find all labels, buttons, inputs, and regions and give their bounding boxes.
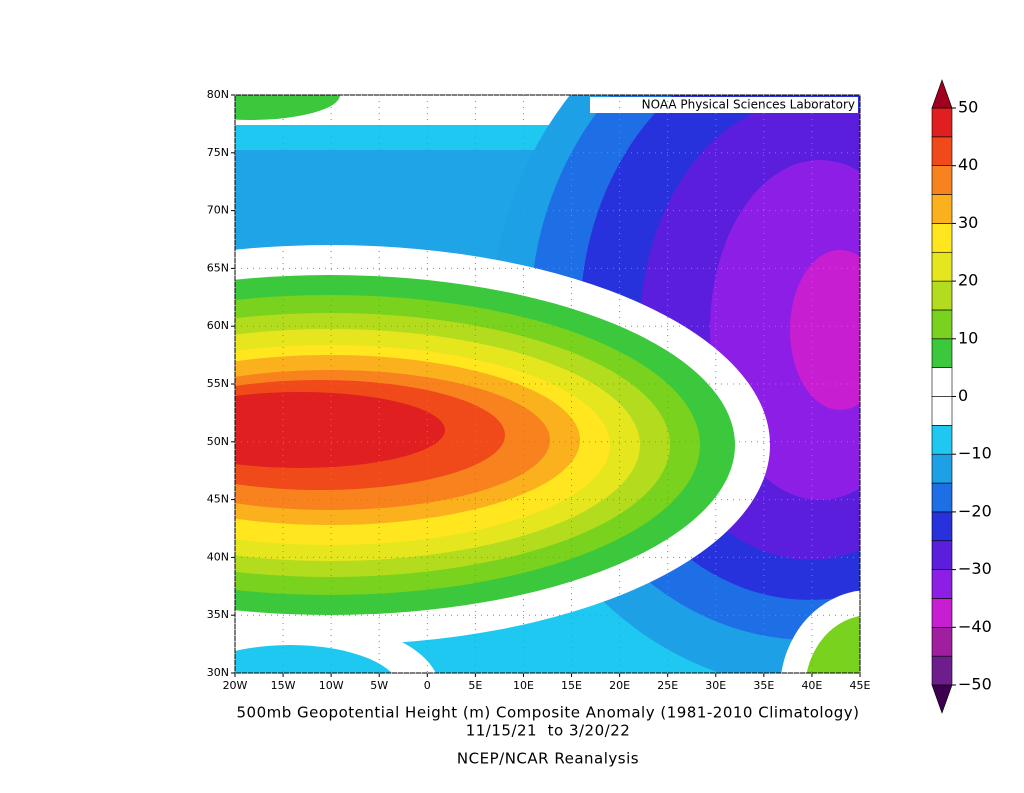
y-tick-label: 35N <box>207 608 229 621</box>
colorbar-label: −20 <box>958 501 992 520</box>
colorbar-label: −10 <box>958 444 992 463</box>
colorbar-segment <box>931 626 953 657</box>
x-tick-label: 5W <box>370 679 388 692</box>
colorbar-label: −50 <box>958 675 992 694</box>
colorbar-segment <box>931 280 953 311</box>
x-tick-label: 10E <box>513 679 534 692</box>
colorbar-segment <box>931 165 953 195</box>
colorbar-segment <box>931 309 953 340</box>
colorbar-label: 0 <box>958 386 968 405</box>
colorbar-over <box>931 79 953 109</box>
colorbar-under <box>931 684 953 714</box>
colorbar-label: 40 <box>958 155 978 174</box>
y-tick-label: 60N <box>207 319 229 332</box>
title: 500mb Geopotential Height (m) Composite … <box>236 704 859 722</box>
y-tick-label: 40N <box>207 550 229 563</box>
colorbar-segment <box>931 655 953 686</box>
x-tick-label: 45E <box>850 679 871 692</box>
colorbar-segment <box>931 338 953 368</box>
colorbar-segment <box>931 396 953 426</box>
x-tick-label: 40E <box>801 679 822 692</box>
colorbar-segment <box>931 367 953 397</box>
x-tick-label: 20W <box>223 679 248 692</box>
x-tick-label: 15W <box>271 679 296 692</box>
source: NCEP/NCAR Reanalysis <box>457 750 639 768</box>
y-tick-label: 45N <box>207 493 229 506</box>
y-tick-label: 50N <box>207 435 229 448</box>
x-tick-label: 10W <box>319 679 344 692</box>
x-tick-label: 5E <box>468 679 482 692</box>
x-tick-label: 25E <box>657 679 678 692</box>
y-tick-label: 80N <box>207 88 229 101</box>
subtitle: 11/15/21 to 3/20/22 <box>466 722 631 740</box>
x-tick-label: 15E <box>561 679 582 692</box>
colorbar-label: 30 <box>958 213 978 232</box>
x-tick-label: 0 <box>424 679 431 692</box>
y-tick-label: 70N <box>207 204 229 217</box>
colorbar-label: −40 <box>958 617 992 636</box>
colorbar-segment <box>931 540 953 570</box>
credit-box <box>590 97 858 113</box>
colorbar-segment <box>931 482 953 513</box>
y-tick-label: 55N <box>207 377 229 390</box>
colorbar-segment <box>931 136 953 167</box>
y-tick-label: 65N <box>207 261 229 274</box>
colorbar-segment <box>931 425 953 455</box>
colorbar-label: 20 <box>958 271 978 290</box>
colorbar-segment <box>931 453 953 484</box>
colorbar-segment <box>931 107 953 138</box>
credit: NOAA Physical Sciences Laboratory <box>642 98 855 112</box>
colorbar-segment <box>931 194 953 224</box>
x-tick-label: 35E <box>753 679 774 692</box>
x-tick-label: 20E <box>609 679 630 692</box>
y-tick-label: 30N <box>207 666 229 679</box>
colorbar-label: 10 <box>958 328 978 347</box>
colorbar-segment <box>931 223 953 253</box>
colorbar-label: −30 <box>958 559 992 578</box>
x-tick-label: 30E <box>705 679 726 692</box>
colorbar-segment <box>931 251 953 282</box>
colorbar-segment <box>931 598 953 628</box>
y-tick-label: 75N <box>207 146 229 159</box>
colorbar-segment <box>931 511 953 542</box>
colorbar-segment <box>931 569 953 599</box>
colorbar-label: 50 <box>958 98 978 117</box>
